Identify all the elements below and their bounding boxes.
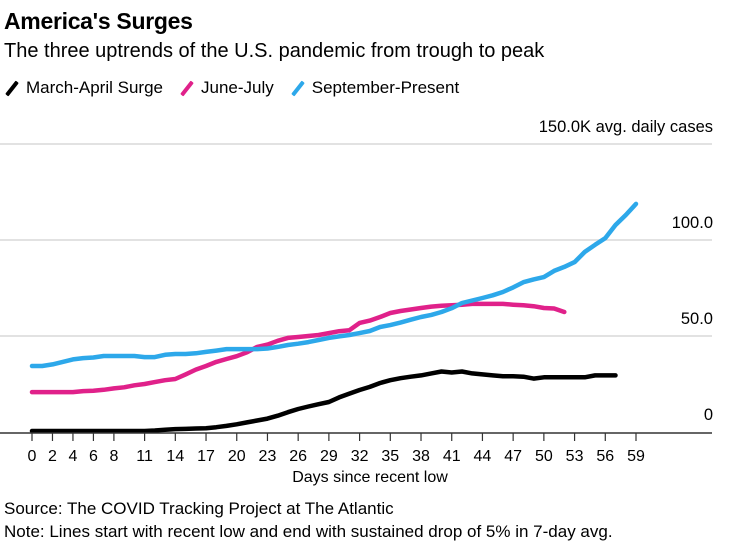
x-tick-label: 0: [28, 448, 37, 465]
x-tick-label: 8: [109, 448, 118, 465]
legend-item-march-april: March-April Surge: [4, 78, 163, 98]
legend: March-April Surge June-July September-Pr…: [4, 78, 475, 98]
chart-subtitle: The three uptrends of the U.S. pandemic …: [4, 40, 545, 62]
x-tick-label: 14: [166, 448, 184, 465]
x-tick-label: 59: [627, 448, 645, 465]
x-tick-label: 44: [474, 448, 492, 465]
series-line-june-july: [29, 301, 567, 395]
legend-item-september-present: September-Present: [290, 78, 459, 98]
x-tick-label: 35: [381, 448, 399, 465]
source-note: Source: The COVID Tracking Project at Th…: [4, 499, 394, 518]
legend-label-june-july: June-July: [201, 78, 274, 97]
x-axis-title: Days since recent low: [292, 469, 448, 486]
x-tick-label: 4: [68, 448, 77, 465]
y-tick-label: 0: [704, 406, 713, 424]
x-tick-label: 53: [566, 448, 584, 465]
series-line-september-present: [29, 201, 639, 369]
x-tick-label: 29: [320, 448, 338, 465]
series-line-march-april-surge: [29, 369, 618, 434]
legend-item-june-july: June-July: [179, 78, 274, 98]
x-tick-label: 11: [136, 448, 153, 465]
x-tick-label: 41: [443, 448, 461, 465]
x-tick-label: 26: [289, 448, 307, 465]
chart-title: America's Surges: [4, 8, 193, 34]
x-tick-label: 56: [596, 448, 614, 465]
y-tick-label: 150.0K avg. daily cases: [539, 118, 713, 136]
x-tick-label: 32: [351, 448, 369, 465]
y-axis-labels: 0 50.0 100.0 150.0K avg. daily cases: [539, 118, 713, 424]
x-tick-label: 20: [228, 448, 246, 465]
y-tick-label: 50.0: [681, 310, 713, 328]
x-tick-label: 2: [48, 448, 57, 465]
legend-label-march-april: March-April Surge: [26, 78, 163, 97]
y-tick-label: 100.0: [672, 214, 713, 232]
x-tick-label: 38: [412, 448, 430, 465]
x-tick-label: 50: [535, 448, 553, 465]
x-tick-label: 17: [197, 448, 215, 465]
x-tick-label: 23: [259, 448, 277, 465]
methodology-note: Note: Lines start with recent low and en…: [4, 522, 613, 541]
legend-label-september-present: September-Present: [311, 78, 460, 97]
x-tick-label: 47: [504, 448, 522, 465]
x-tick-label: 6: [89, 448, 98, 465]
x-axis: 0 2 4 6 8 11 14 17 20 23 26 29 32 35 38 41 44 47 50 53 56 59: [0, 432, 712, 465]
series-lines: [29, 201, 639, 434]
